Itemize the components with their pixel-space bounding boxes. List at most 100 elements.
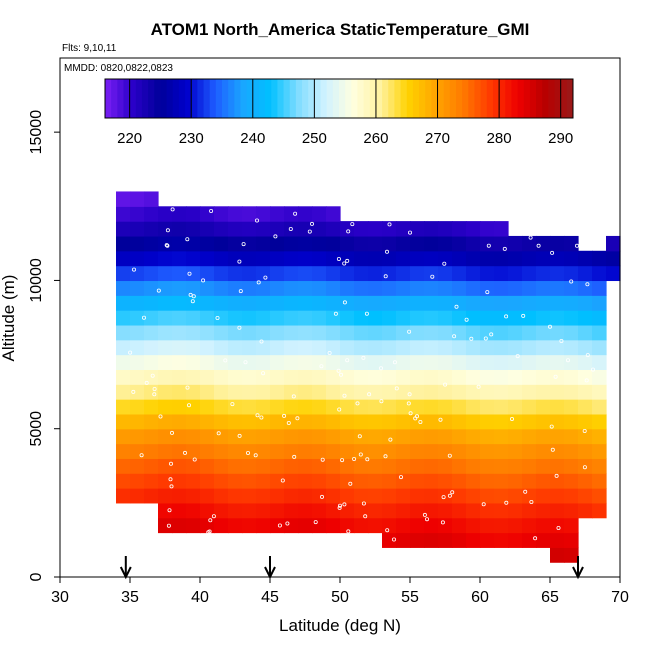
heatmap-cell bbox=[550, 339, 565, 356]
heatmap-cell bbox=[270, 280, 285, 296]
sample-point bbox=[430, 274, 435, 279]
heatmap-cell bbox=[200, 473, 215, 489]
colorbar-segment bbox=[474, 79, 482, 118]
heatmap-cell bbox=[494, 488, 509, 504]
heatmap-cell bbox=[508, 413, 523, 430]
heatmap-cell bbox=[116, 191, 131, 207]
sample-point bbox=[536, 243, 541, 248]
heatmap-cells bbox=[116, 191, 621, 563]
heatmap-cell bbox=[130, 265, 145, 282]
heatmap-cell bbox=[368, 339, 383, 356]
heatmap-cell bbox=[116, 458, 131, 474]
sample-point bbox=[384, 249, 389, 254]
heatmap-cell bbox=[228, 517, 243, 534]
heatmap-cell bbox=[228, 295, 243, 311]
heatmap-cell bbox=[480, 265, 495, 282]
colorbar-segment bbox=[141, 79, 149, 118]
sample-point bbox=[447, 453, 452, 458]
heatmap-cell bbox=[312, 339, 327, 356]
heatmap-cell bbox=[452, 295, 467, 311]
heatmap-cell bbox=[480, 369, 495, 385]
colorbar-segment bbox=[234, 79, 241, 118]
heatmap-cell bbox=[452, 532, 467, 548]
heatmap-cell bbox=[256, 517, 271, 534]
sample-point bbox=[208, 518, 213, 523]
heatmap-cell bbox=[564, 295, 579, 311]
heatmap-cell bbox=[438, 384, 453, 400]
heatmap-cell bbox=[564, 324, 579, 341]
colorbar-segment bbox=[523, 79, 531, 118]
heatmap-cell bbox=[354, 250, 369, 267]
heatmap-cell bbox=[284, 250, 299, 267]
heatmap-cell bbox=[578, 354, 593, 370]
heatmap-cell bbox=[564, 369, 579, 385]
heatmap-cell bbox=[116, 295, 131, 311]
sample-point bbox=[345, 358, 350, 363]
sample-point bbox=[486, 243, 491, 248]
heatmap-cell bbox=[298, 473, 313, 489]
heatmap-cell bbox=[186, 250, 201, 267]
heatmap-cell bbox=[116, 488, 131, 504]
heatmap-cell bbox=[522, 384, 537, 400]
heatmap-cell bbox=[536, 488, 551, 504]
heatmap-cell bbox=[508, 369, 523, 385]
heatmap-cell bbox=[298, 458, 313, 474]
heatmap-cell bbox=[452, 399, 467, 415]
heatmap-cell bbox=[410, 324, 425, 341]
heatmap-cell bbox=[438, 443, 453, 459]
heatmap-cell bbox=[326, 399, 341, 415]
heatmap-cell bbox=[494, 369, 509, 385]
heatmap-cell bbox=[256, 428, 271, 445]
sample-point bbox=[169, 430, 174, 435]
heatmap-cell bbox=[228, 413, 243, 430]
heatmap-cell bbox=[326, 384, 341, 400]
heatmap-cell bbox=[564, 354, 579, 370]
colorbar-tick-label: 290 bbox=[548, 130, 573, 147]
heatmap-cell bbox=[186, 413, 201, 430]
heatmap-cell bbox=[508, 488, 523, 504]
heatmap-cell bbox=[144, 295, 159, 311]
heatmap-cell bbox=[396, 369, 411, 385]
heatmap-cell bbox=[354, 339, 369, 356]
heatmap-cell bbox=[564, 458, 579, 474]
heatmap-cell bbox=[214, 369, 229, 385]
heatmap-cell bbox=[130, 354, 145, 370]
heatmap-cell bbox=[186, 517, 201, 534]
heatmap-cell bbox=[522, 532, 537, 548]
colorbar-segment bbox=[178, 79, 186, 118]
heatmap-cell bbox=[396, 532, 411, 548]
colorbar-segment bbox=[351, 79, 358, 118]
sample-point bbox=[548, 324, 553, 329]
heatmap-cell bbox=[368, 265, 383, 282]
heatmap-cell bbox=[354, 443, 369, 459]
heatmap-cell bbox=[242, 221, 257, 237]
sample-point bbox=[342, 300, 347, 305]
colorbar-segment bbox=[289, 79, 297, 118]
flights-note: Flts: 9,10,11 bbox=[62, 43, 117, 54]
heatmap-cell bbox=[200, 280, 215, 296]
heatmap-cell bbox=[536, 517, 551, 534]
heatmap-cell bbox=[564, 384, 579, 400]
heatmap-cell bbox=[284, 221, 299, 237]
sample-point bbox=[378, 366, 383, 371]
heatmap-cell bbox=[186, 443, 201, 459]
heatmap-cell bbox=[116, 339, 131, 356]
heatmap-cell bbox=[298, 384, 313, 400]
heatmap-cell bbox=[494, 473, 509, 489]
sample-point bbox=[387, 222, 392, 227]
colorbar-segment bbox=[332, 79, 340, 118]
heatmap-cell bbox=[578, 280, 593, 296]
heatmap-cell bbox=[438, 221, 453, 237]
heatmap-cell bbox=[158, 384, 173, 400]
heatmap-cell bbox=[186, 310, 201, 326]
heatmap-cell bbox=[242, 428, 257, 445]
heatmap-cell bbox=[424, 280, 439, 296]
heatmap-cell bbox=[200, 221, 215, 237]
colorbar-segment bbox=[394, 79, 402, 118]
heatmap-cell bbox=[340, 339, 355, 356]
heatmap-cell bbox=[270, 310, 285, 326]
heatmap-cell bbox=[424, 458, 439, 474]
heatmap-cell bbox=[396, 265, 411, 282]
heatmap-cell bbox=[480, 250, 495, 267]
heatmap-cell bbox=[354, 280, 369, 296]
